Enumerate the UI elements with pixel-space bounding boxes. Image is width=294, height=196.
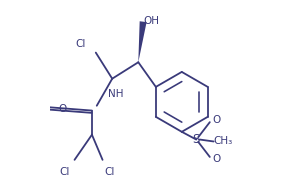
Text: O: O <box>59 104 67 114</box>
Text: O: O <box>212 115 220 125</box>
Text: Cl: Cl <box>60 167 70 177</box>
Text: S: S <box>193 133 200 146</box>
Text: OH: OH <box>144 16 160 26</box>
Text: Cl: Cl <box>104 167 114 177</box>
Polygon shape <box>138 21 147 62</box>
Text: Cl: Cl <box>75 39 86 49</box>
Text: CH₃: CH₃ <box>213 136 233 146</box>
Text: O: O <box>212 154 220 164</box>
Text: NH: NH <box>108 89 124 99</box>
